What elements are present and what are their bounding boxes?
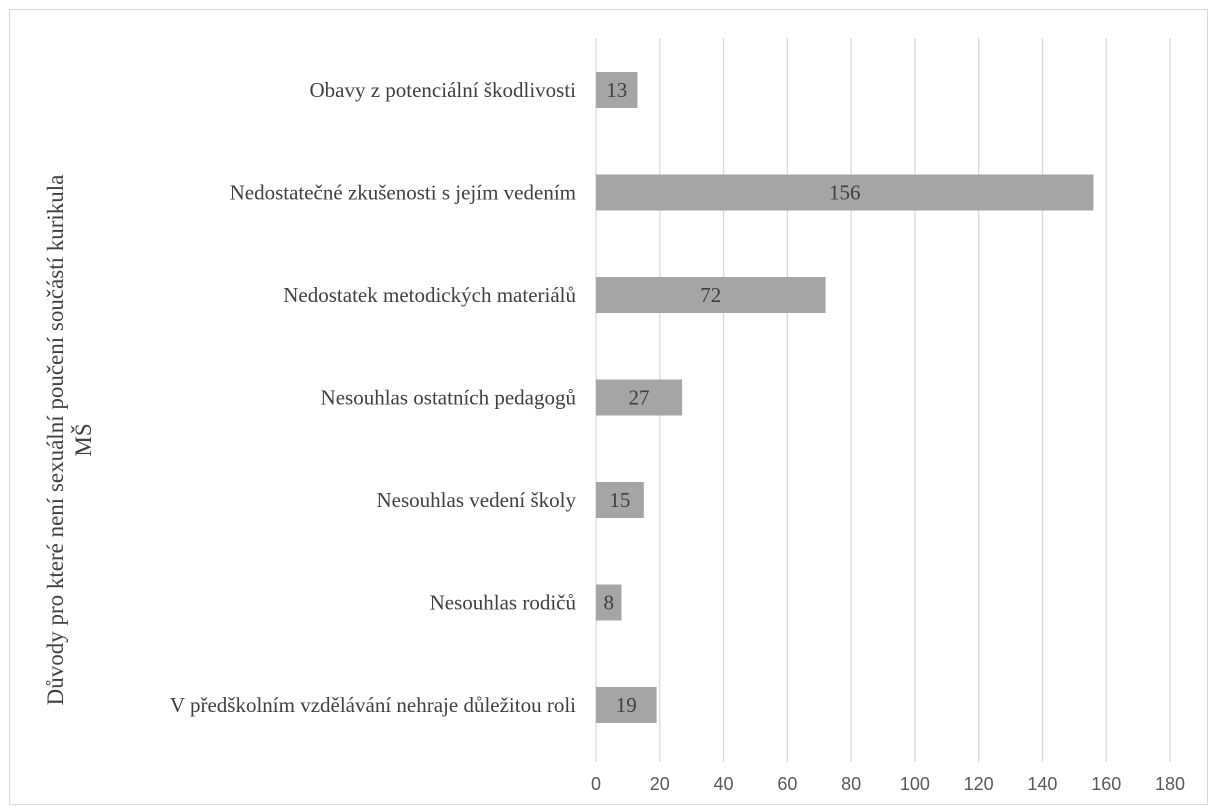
x-tick-label: 0: [591, 774, 601, 794]
bar: [596, 72, 638, 108]
category-label: Nedostatečné zkušenosti s jejím vedením: [230, 181, 576, 205]
x-tick-label: 140: [1027, 774, 1057, 794]
bars: 13 156 72 27 15 8 19: [596, 72, 1094, 723]
x-tick-label: 60: [777, 774, 797, 794]
bar-value-label: 8: [604, 591, 615, 615]
bar: [596, 482, 644, 518]
x-tick-label: 120: [964, 774, 994, 794]
x-tick-label: 80: [841, 774, 861, 794]
category-label: Nedostatek metodických materiálů: [283, 283, 576, 307]
category-label: V předškolním vzdělávání nehraje důležit…: [170, 693, 576, 717]
x-tick-label: 20: [650, 774, 670, 794]
x-tick-label: 160: [1091, 774, 1121, 794]
bar: [596, 379, 683, 416]
bar: [596, 277, 826, 313]
y-axis-title-line-2: MŠ: [70, 423, 96, 456]
category-labels: Obavy z potenciální škodlivosti Nedostate…: [170, 78, 577, 717]
category-label: Obavy z potenciální škodlivosti: [309, 78, 576, 102]
x-tick-label: 40: [714, 774, 734, 794]
grid-lines: [595, 38, 1171, 762]
bar: [596, 687, 657, 723]
bar: [596, 584, 622, 621]
category-label: Nesouhlas rodičů: [430, 591, 577, 615]
x-tick-label: 180: [1155, 774, 1185, 794]
y-axis-title-line-1: Důvody pro které není sexuální poučení s…: [43, 175, 68, 706]
bar-value-label: 72: [700, 283, 721, 307]
x-tick-label: 100: [900, 774, 930, 794]
x-tick-labels: 0 20 40 60 80 100 120 140 160 180: [591, 774, 1185, 794]
bar: [596, 174, 1094, 211]
category-label: Nesouhlas vedení školy: [377, 488, 577, 512]
bar-value-label: 27: [629, 386, 650, 410]
bar-value-label: 156: [829, 181, 861, 205]
bar-value-label: 13: [606, 78, 627, 102]
bar-value-label: 15: [609, 488, 630, 512]
bar-value-label: 19: [616, 693, 637, 717]
category-label: Nesouhlas ostatních pedagogů: [321, 386, 577, 410]
